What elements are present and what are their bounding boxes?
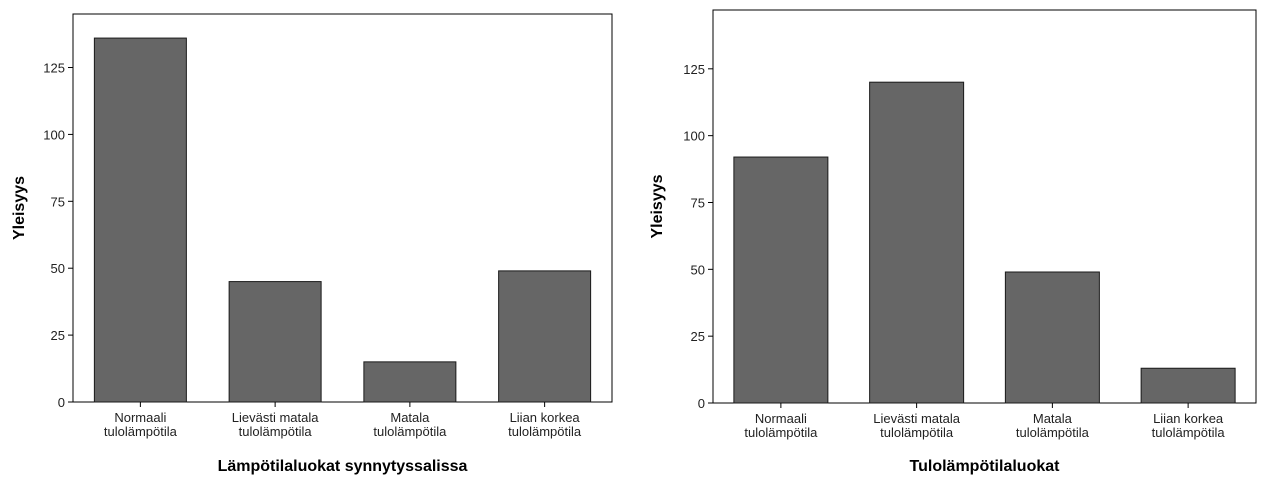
bar xyxy=(1140,367,1236,404)
y-tick-label: 100 xyxy=(43,127,65,142)
x-tick-label: Normaali xyxy=(114,410,166,425)
x-tick-label: tulolämpötila xyxy=(1152,425,1226,440)
x-axis-title: Lämpötilaluokat synnytyssalissa xyxy=(218,458,468,475)
y-tick-label: 100 xyxy=(683,129,705,144)
x-tick-label: tulolämpötila xyxy=(880,425,954,440)
y-tick-label: 50 xyxy=(51,261,65,276)
x-tick-label: Matala xyxy=(390,410,430,425)
x-tick-label: Liian korkea xyxy=(1153,411,1224,426)
x-tick-label: tulolämpötila xyxy=(239,424,313,439)
y-axis-title: Yleisyys xyxy=(11,176,28,240)
y-tick-label: 75 xyxy=(691,195,705,210)
y-axis-title: Yleisyys xyxy=(649,174,666,238)
chart-2: 0255075100125NormaalitulolämpötilaLieväs… xyxy=(649,9,1257,475)
plot-frame xyxy=(712,9,1257,404)
x-tick-label: Lievästi matala xyxy=(232,410,319,425)
y-tick-label: 25 xyxy=(51,328,65,343)
x-tick-label: Lievästi matala xyxy=(873,411,960,426)
y-tick-label: 125 xyxy=(43,61,65,76)
x-tick-label: Liian korkea xyxy=(510,410,581,425)
x-tick-label: tulolämpötila xyxy=(1016,425,1090,440)
bar xyxy=(869,81,965,404)
plot-frame xyxy=(72,13,613,403)
bar xyxy=(498,270,592,403)
chart-1: 0255075100125NormaalitulolämpötilaLieväs… xyxy=(11,13,613,475)
y-tick-label: 75 xyxy=(51,194,65,209)
bar xyxy=(228,281,322,403)
bar xyxy=(1004,271,1100,404)
x-tick-label: tulolämpötila xyxy=(508,424,582,439)
bar xyxy=(363,361,457,403)
y-tick-label: 0 xyxy=(58,395,65,410)
bar xyxy=(93,37,187,403)
y-tick-label: 25 xyxy=(691,329,705,344)
x-tick-label: Matala xyxy=(1033,411,1073,426)
bar xyxy=(733,156,829,404)
y-tick-label: 50 xyxy=(691,262,705,277)
x-axis-title: Tulolämpötilaluokat xyxy=(910,458,1061,475)
x-tick-label: tulolämpötila xyxy=(744,425,818,440)
x-tick-label: tulolämpötila xyxy=(104,424,178,439)
x-tick-label: tulolämpötila xyxy=(373,424,447,439)
y-tick-label: 0 xyxy=(698,396,705,411)
x-tick-label: Normaali xyxy=(755,411,807,426)
y-tick-label: 125 xyxy=(683,62,705,77)
